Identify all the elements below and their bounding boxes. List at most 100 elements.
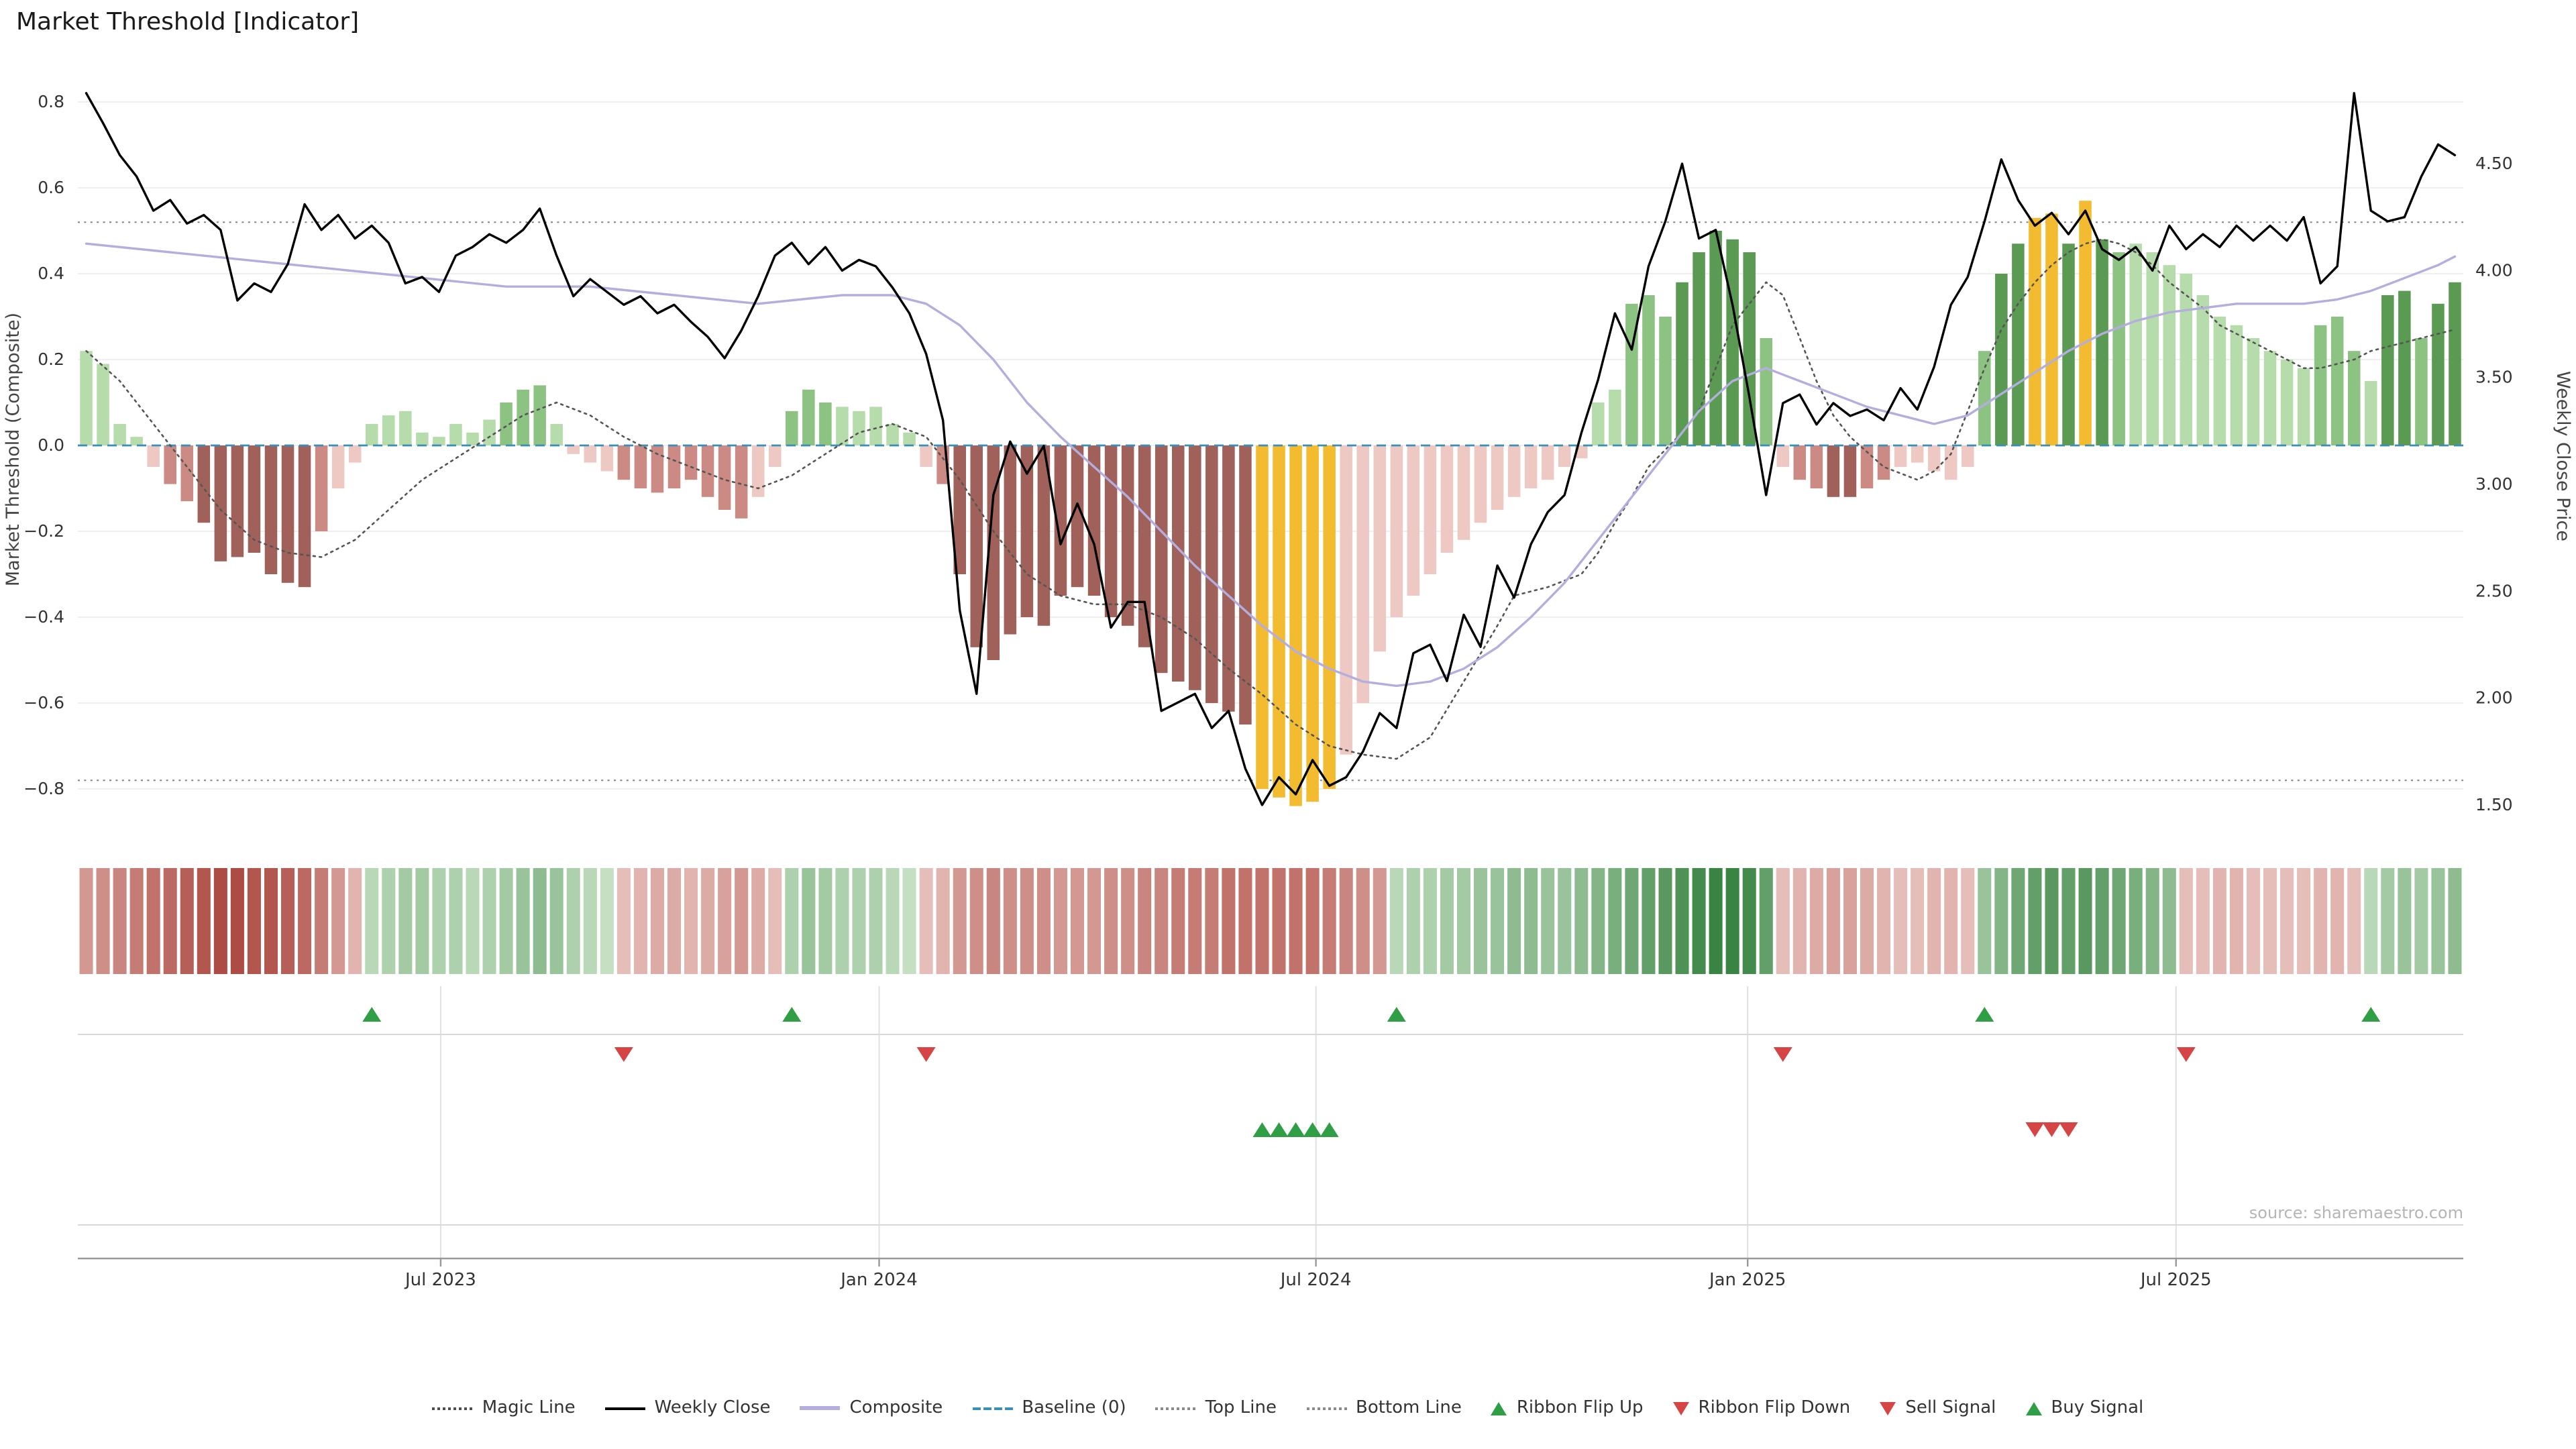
ribbon-cell <box>1877 868 1891 974</box>
threshold-bar <box>1843 445 1857 497</box>
threshold-bar <box>416 432 429 445</box>
threshold-bar <box>331 445 345 488</box>
tick-label: −0.8 <box>23 779 64 798</box>
threshold-bar <box>2146 252 2159 445</box>
ribbon-cell <box>96 868 110 974</box>
reference-lines <box>78 221 2463 782</box>
threshold-bar <box>1743 252 1756 445</box>
left-axis-title: Market Threshold (Composite) <box>3 313 23 586</box>
threshold-bar <box>1609 389 1621 445</box>
ribbon-cell <box>1642 868 1656 974</box>
sell-signal-icon <box>2025 1122 2045 1137</box>
ribbon-cell <box>919 868 933 974</box>
ribbon-cell <box>1558 868 1572 974</box>
ribbon-cell <box>1272 868 1286 974</box>
ribbon-cell <box>1356 868 1370 974</box>
threshold-bar <box>298 445 311 588</box>
ribbon-cell <box>2162 868 2176 974</box>
ribbon-cell <box>1894 868 1908 974</box>
sell-signal-icon <box>2042 1122 2061 1137</box>
ribbon-cell <box>1524 868 1538 974</box>
ribbon-cell <box>516 868 530 974</box>
threshold-bar <box>147 445 160 467</box>
tick-label: 4.50 <box>2475 154 2513 173</box>
threshold-bar <box>483 419 496 445</box>
ribbon-cell <box>2045 868 2059 974</box>
threshold-bar <box>735 445 748 519</box>
ribbon-cell <box>197 868 211 974</box>
tick-label: Jul 2024 <box>1279 1270 1352 1290</box>
ribbon-cell <box>583 868 597 974</box>
ribbon-cell <box>2095 868 2109 974</box>
ribbon-cell <box>432 868 446 974</box>
threshold-bar <box>550 424 563 445</box>
threshold-bar <box>567 445 580 454</box>
threshold-bar <box>600 445 614 472</box>
threshold-bar <box>231 445 244 557</box>
tick-label: 3.50 <box>2475 368 2513 387</box>
threshold-bar <box>2196 295 2210 445</box>
ribbon-strip <box>79 868 2462 974</box>
ribbon-cell <box>1121 868 1135 974</box>
ribbon-cell <box>1692 868 1706 974</box>
threshold-bar <box>1995 274 2008 445</box>
ribbon-cell <box>281 868 295 974</box>
legend-swatch-top-line <box>1155 1407 1196 1409</box>
threshold-bar <box>2365 381 2377 445</box>
threshold-bar <box>2012 244 2025 445</box>
threshold-bar <box>667 445 681 488</box>
threshold-bar <box>1205 445 1218 703</box>
threshold-bar <box>1037 445 1051 626</box>
ribbon-cell <box>936 868 950 974</box>
buy-signal-icon <box>1320 1122 1339 1137</box>
threshold-bar <box>584 445 597 463</box>
threshold-bar <box>1172 445 1185 682</box>
threshold-bar <box>130 437 143 445</box>
threshold-bar <box>1323 445 1336 789</box>
legend-item-ribbon-flip-up: Ribbon Flip Up <box>1491 1398 1644 1418</box>
ribbon-cell <box>616 868 631 974</box>
ribbon-cell <box>1944 868 1958 974</box>
threshold-bar <box>281 445 294 583</box>
buy-signal-icon <box>1252 1122 1272 1137</box>
threshold-bar <box>701 445 714 497</box>
ribbon-cell <box>1053 868 1067 974</box>
threshold-bar <box>1306 445 1319 802</box>
ribbon-cell <box>549 868 564 974</box>
tick-label: 0.8 <box>38 92 64 111</box>
tick-label: 0.6 <box>38 178 64 197</box>
legend-swatch-baseline-0 <box>972 1407 1013 1409</box>
ribbon-cell <box>2061 868 2076 974</box>
ribbon-cell <box>331 868 345 974</box>
ribbon-cell <box>684 868 698 974</box>
threshold-bar <box>2432 303 2445 445</box>
ribbon-cell <box>499 868 513 974</box>
ribbon-cell <box>1289 868 1303 974</box>
ribbon-cell <box>953 868 967 974</box>
threshold-bar <box>886 424 899 445</box>
threshold-bar <box>2280 360 2294 445</box>
tick-label: 2.00 <box>2475 688 2513 708</box>
threshold-bar <box>2230 325 2243 445</box>
ribbon-cell <box>1305 868 1320 974</box>
ribbon-cell <box>785 868 799 974</box>
legend-label: Ribbon Flip Down <box>1698 1398 1851 1418</box>
ribbon-cell <box>2347 868 2361 974</box>
ribbon-cell <box>2229 868 2243 974</box>
threshold-bar <box>2449 282 2461 445</box>
threshold-bar <box>1776 445 1790 467</box>
buy-signal-icon <box>1303 1122 1322 1137</box>
ribbon-cell <box>1675 868 1689 974</box>
tick-label: Jul 2025 <box>2139 1270 2212 1290</box>
threshold-bar <box>197 445 211 523</box>
ribbon-cell <box>1541 868 1555 974</box>
ribbon-cell <box>2448 868 2462 974</box>
ribbon-cell <box>533 868 547 974</box>
ribbon-cell <box>1188 868 1202 974</box>
ribbon-cell <box>1625 868 1639 974</box>
threshold-bar <box>1592 402 1605 445</box>
ribbon-cell <box>1003 868 1017 974</box>
threshold-bar <box>1524 445 1538 488</box>
